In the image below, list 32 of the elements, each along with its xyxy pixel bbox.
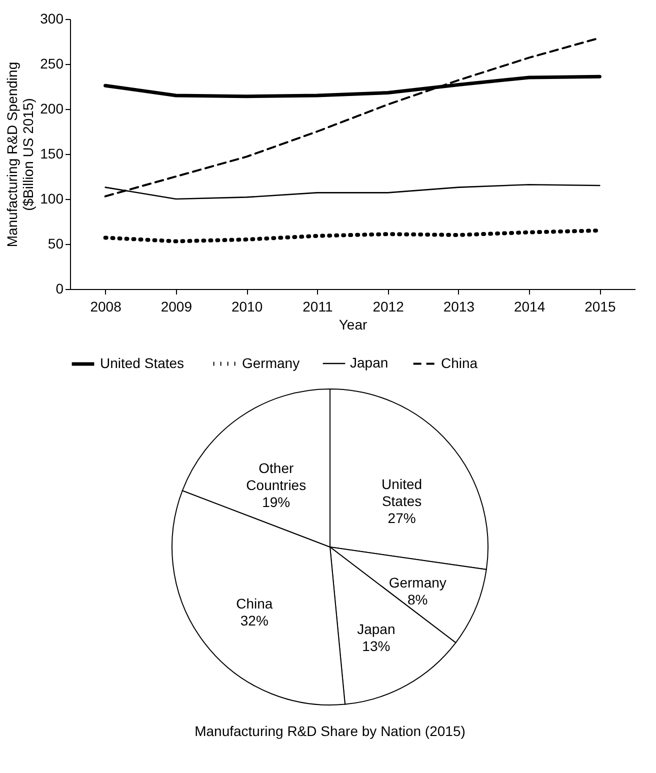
data-label: 19%	[262, 494, 290, 510]
legend-label: United States	[100, 355, 184, 371]
slice-label: Other Countries	[246, 460, 306, 493]
data-label: 27%	[388, 510, 416, 526]
slice-label: China	[236, 596, 273, 612]
x-tick-label: 2011	[302, 298, 333, 314]
data-label: 13%	[362, 638, 390, 654]
y-tick-label: 150	[40, 146, 64, 162]
x-tick-label: 2008	[90, 298, 122, 314]
slice-label: Japan	[357, 621, 396, 638]
x-axis-title: Year	[338, 316, 368, 332]
x-tick-label: 2014	[514, 298, 546, 314]
slice-label: Germany	[388, 574, 446, 591]
x-tick-label: 2012	[372, 298, 404, 314]
text: Manufacturing R&D Share by Nation (2015)	[194, 723, 466, 739]
data-label: 32%	[240, 612, 268, 629]
x-tick-label: 2010	[231, 298, 263, 314]
slice-label: United States	[382, 476, 422, 509]
legend-label: Germany	[242, 354, 300, 371]
data-label: 8%	[408, 592, 428, 608]
y-tick-label: 50	[48, 236, 64, 252]
y-tick-label: 200	[40, 100, 64, 116]
y-tick-label: 100	[40, 190, 64, 206]
legend-label: China	[441, 354, 478, 371]
x-tick-label: 2009	[160, 298, 192, 314]
x-tick-label: 2015	[584, 298, 616, 314]
y-tick-label: 0	[56, 280, 64, 296]
y-tick-label: 250	[40, 56, 64, 72]
y-tick-label: 300	[40, 10, 64, 26]
y-axis-title: Manufacturing R&D Spending ($Billion US 2015)	[4, 62, 36, 248]
x-tick-label: 2013	[443, 298, 475, 314]
legend-label: Japan	[350, 354, 388, 370]
